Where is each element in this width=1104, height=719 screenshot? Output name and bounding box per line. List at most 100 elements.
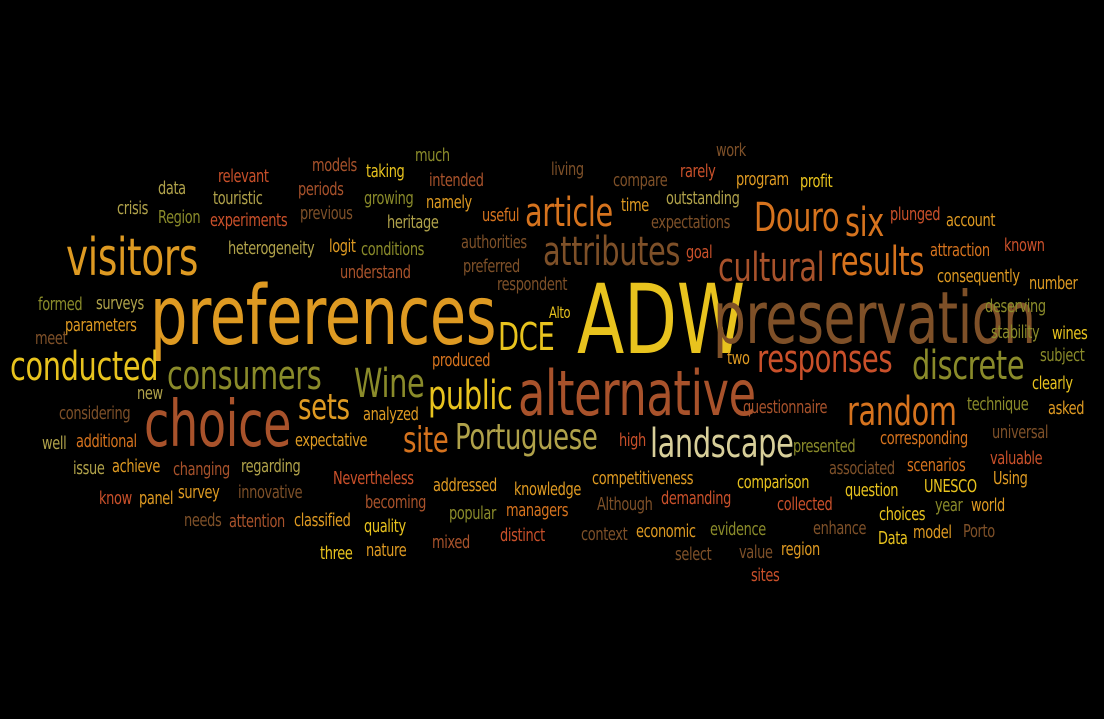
cloud-word: known (1004, 235, 1045, 256)
cloud-word: universal (992, 422, 1049, 443)
cloud-word: compare (613, 170, 668, 191)
cloud-word: touristic (213, 188, 263, 209)
cloud-word: work (716, 140, 746, 161)
cloud-word: competitiveness (592, 468, 694, 489)
cloud-word: world (971, 495, 1005, 516)
cloud-word: outstanding (666, 188, 740, 209)
cloud-word: well (42, 433, 67, 454)
cloud-word: enhance (813, 518, 867, 539)
cloud-word: survey (178, 482, 220, 503)
cloud-word: attributes (543, 229, 681, 275)
cloud-word: parameters (65, 315, 137, 336)
cloud-word: Region (158, 207, 201, 228)
cloud-word: distinct (500, 525, 545, 546)
cloud-word: expectative (295, 430, 368, 451)
cloud-word: meet (35, 328, 68, 349)
cloud-word: context (581, 524, 628, 545)
cloud-word: two (727, 348, 750, 369)
cloud-word: conducted (10, 344, 159, 390)
cloud-word: Porto (963, 521, 995, 542)
cloud-word: respondent (497, 274, 568, 295)
cloud-word: deserving (985, 296, 1046, 317)
cloud-word: Nevertheless (333, 468, 414, 489)
cloud-word: presented (793, 436, 856, 457)
cloud-word: heterogeneity (228, 238, 315, 259)
cloud-word: goal (686, 242, 713, 263)
cloud-word: considering (59, 403, 131, 424)
cloud-word: Alto (549, 303, 571, 322)
cloud-word: previous (300, 203, 353, 224)
cloud-word: alternative (518, 357, 756, 430)
cloud-word: year (935, 495, 963, 516)
cloud-word: changing (173, 459, 230, 480)
cloud-word: plunged (890, 204, 941, 225)
cloud-word: living (551, 159, 584, 180)
cloud-word: conditions (361, 239, 425, 260)
cloud-word: ADW (577, 264, 745, 376)
cloud-word: managers (506, 500, 569, 521)
cloud-word: subject (1040, 345, 1085, 366)
cloud-word: collected (777, 494, 833, 515)
cloud-word: relevant (218, 166, 269, 187)
cloud-word: much (415, 145, 450, 166)
cloud-word: visitors (66, 228, 199, 288)
cloud-word: random (847, 389, 957, 435)
cloud-word: becoming (365, 492, 427, 513)
cloud-word: program (736, 169, 789, 190)
cloud-word: attraction (930, 240, 990, 261)
cloud-word: preferred (463, 256, 520, 277)
cloud-word: public (428, 373, 513, 419)
cloud-word: issue (73, 458, 105, 479)
cloud-word: scenarios (907, 455, 966, 476)
cloud-word: Although (597, 494, 653, 515)
cloud-word: knowledge (514, 479, 582, 500)
cloud-word: consequently (937, 266, 1020, 287)
cloud-word: valuable (990, 448, 1043, 469)
cloud-word: profit (800, 171, 833, 192)
cloud-word: discrete (912, 343, 1025, 389)
cloud-word: choices (879, 504, 926, 525)
cloud-word: namely (426, 192, 472, 213)
cloud-word: data (158, 178, 186, 199)
cloud-word: DCE (498, 315, 555, 359)
cloud-word: corresponding (880, 428, 968, 449)
cloud-word: demanding (661, 488, 732, 509)
cloud-word: Using (993, 468, 1028, 489)
cloud-word: site (403, 420, 449, 461)
cloud-word: achieve (112, 456, 160, 477)
cloud-word: model (913, 522, 952, 543)
cloud-word: expectations (651, 212, 731, 233)
cloud-word: cultural (718, 245, 825, 291)
cloud-word: value (739, 542, 773, 563)
cloud-word: periods (298, 179, 344, 200)
cloud-word: region (781, 539, 820, 560)
cloud-word: preservation (713, 276, 1036, 360)
cloud-word: responses (757, 337, 893, 381)
cloud-word: know (99, 488, 132, 509)
cloud-word: needs (184, 510, 222, 531)
cloud-word: asked (1048, 398, 1085, 419)
cloud-word: understand (340, 262, 411, 283)
cloud-word: choice (144, 388, 292, 462)
cloud-word: authorities (461, 232, 527, 253)
cloud-word: attention (229, 511, 285, 532)
cloud-word: heritage (387, 212, 439, 233)
cloud-word: evidence (710, 519, 766, 540)
cloud-word: models (312, 155, 357, 176)
cloud-word: three (320, 543, 353, 564)
cloud-word: questionnaire (743, 397, 828, 418)
cloud-word: preferences (150, 269, 497, 364)
cloud-word: experiments (210, 210, 288, 231)
cloud-word: comparison (737, 472, 810, 493)
cloud-word: new (137, 383, 163, 404)
cloud-word: consumers (167, 353, 322, 399)
cloud-word: surveys (96, 293, 144, 314)
cloud-word: results (830, 239, 924, 285)
cloud-word: Wine (354, 361, 425, 407)
cloud-word: time (621, 195, 649, 216)
cloud-word: popular (449, 503, 496, 524)
cloud-word: mixed (432, 532, 470, 553)
cloud-word: article (525, 190, 613, 236)
cloud-word: addressed (433, 475, 497, 496)
